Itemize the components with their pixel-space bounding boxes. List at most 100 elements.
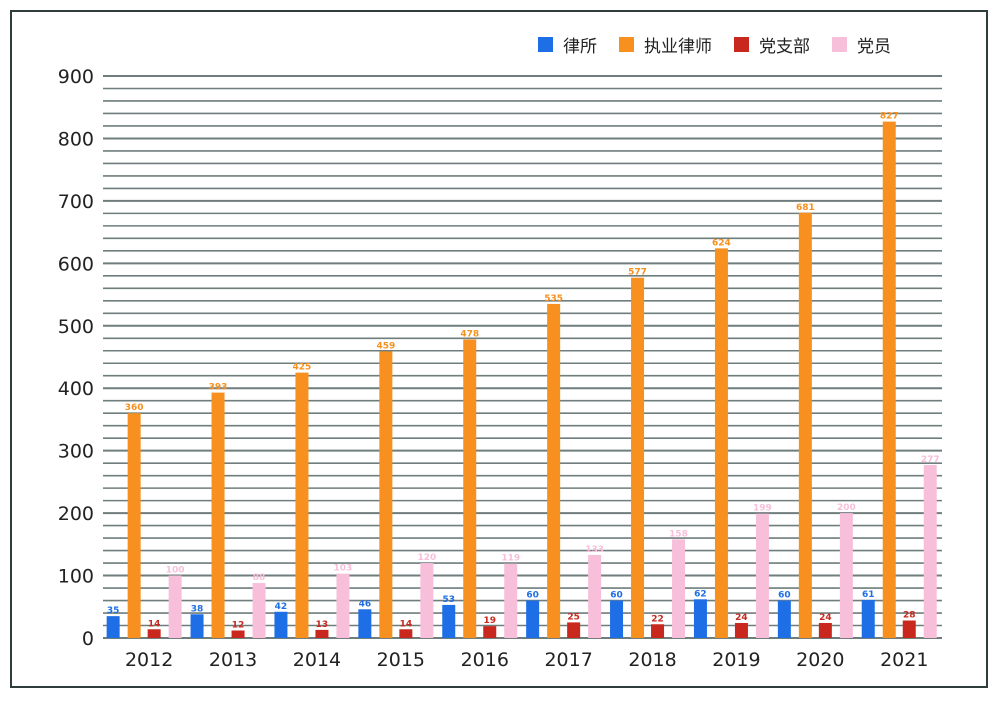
legend-label-law-firms: 律所 xyxy=(563,37,597,57)
x-tick-label: 2020 xyxy=(796,649,844,671)
legend-item-party-branches: 党支部 xyxy=(734,32,810,57)
data-label: 393 xyxy=(209,383,228,393)
bar xyxy=(420,563,434,638)
data-label: 120 xyxy=(417,553,436,563)
bar xyxy=(861,599,875,638)
bar xyxy=(547,303,561,638)
legend-swatch-practicing-lawyers xyxy=(619,37,634,52)
data-label: 53 xyxy=(442,595,455,605)
bar xyxy=(274,611,288,638)
data-label: 22 xyxy=(651,614,664,624)
legend-swatch-law-firms xyxy=(538,37,553,52)
bar xyxy=(693,599,707,638)
bar xyxy=(839,513,853,638)
data-label: 60 xyxy=(526,591,539,601)
y-tick-label: 500 xyxy=(58,316,94,338)
bar xyxy=(610,600,624,638)
x-tick-label: 2021 xyxy=(880,649,928,671)
chart-legend: 律所 执业律师 党支部 党员 xyxy=(538,32,913,57)
bar xyxy=(190,614,204,638)
bar xyxy=(168,575,182,638)
legend-item-law-firms: 律所 xyxy=(538,32,597,57)
legend-item-party-members: 党员 xyxy=(832,32,891,57)
bar xyxy=(588,554,602,638)
bar xyxy=(147,629,161,638)
data-label: 28 xyxy=(903,611,916,621)
data-label: 360 xyxy=(125,403,144,413)
legend-label-party-members: 党员 xyxy=(857,37,891,57)
data-label: 200 xyxy=(837,503,856,513)
data-label: 25 xyxy=(567,612,580,622)
x-tick-label: 2012 xyxy=(125,649,173,671)
data-label: 624 xyxy=(712,238,731,248)
bar xyxy=(734,623,748,638)
y-tick-label: 200 xyxy=(58,503,94,525)
x-tick-label: 2017 xyxy=(544,649,592,671)
bar xyxy=(336,573,350,638)
data-label: 35 xyxy=(107,606,120,616)
data-label: 19 xyxy=(483,616,496,626)
data-label: 38 xyxy=(191,604,204,614)
bar xyxy=(631,277,645,638)
y-tick-label: 900 xyxy=(58,66,94,88)
y-tick-label: 0 xyxy=(82,628,94,650)
legend-label-practicing-lawyers: 执业律师 xyxy=(644,37,712,57)
bar xyxy=(798,212,812,638)
data-label: 24 xyxy=(819,613,832,623)
data-label: 158 xyxy=(669,529,688,539)
bar xyxy=(379,351,393,638)
bar xyxy=(483,626,497,638)
x-tick-label: 2016 xyxy=(461,649,509,671)
data-label: 14 xyxy=(400,619,413,629)
legend-item-practicing-lawyers: 执业律师 xyxy=(619,32,712,57)
bar xyxy=(315,629,329,638)
y-tick-label: 400 xyxy=(58,378,94,400)
bar xyxy=(504,563,518,638)
data-label: 478 xyxy=(460,330,479,340)
bar xyxy=(252,583,266,638)
data-label: 535 xyxy=(544,294,563,304)
data-label: 577 xyxy=(628,268,647,278)
data-label: 13 xyxy=(316,620,329,630)
data-label: 827 xyxy=(880,112,899,122)
data-label: 425 xyxy=(293,363,312,373)
data-label: 60 xyxy=(778,591,791,601)
data-label: 459 xyxy=(376,341,395,351)
x-tick-label: 2013 xyxy=(209,649,257,671)
data-label: 119 xyxy=(501,554,520,564)
legend-swatch-party-branches xyxy=(734,37,749,52)
bar xyxy=(295,372,309,638)
x-tick-label: 2019 xyxy=(712,649,760,671)
bar xyxy=(777,600,791,638)
bar xyxy=(651,624,665,638)
data-label: 62 xyxy=(694,589,707,599)
data-label: 681 xyxy=(796,203,815,213)
bar xyxy=(127,413,141,638)
x-tick-label: 2015 xyxy=(377,649,425,671)
bar xyxy=(358,609,372,638)
data-label: 61 xyxy=(862,590,875,600)
bar xyxy=(882,121,896,638)
data-label: 14 xyxy=(148,619,161,629)
legend-swatch-party-members xyxy=(832,37,847,52)
bar xyxy=(231,630,245,638)
data-label: 46 xyxy=(359,599,372,609)
bar xyxy=(211,392,225,638)
bar xyxy=(672,539,686,638)
y-tick-label: 300 xyxy=(58,441,94,463)
y-tick-label: 700 xyxy=(58,191,94,213)
legend-label-party-branches: 党支部 xyxy=(759,37,810,57)
data-label: 103 xyxy=(334,564,353,574)
bar xyxy=(902,620,916,638)
x-tick-label: 2014 xyxy=(293,649,341,671)
data-label: 60 xyxy=(610,591,623,601)
bar xyxy=(399,629,413,638)
data-label: 42 xyxy=(275,602,288,612)
data-label: 24 xyxy=(735,613,748,623)
bar xyxy=(567,622,581,638)
data-label: 199 xyxy=(753,504,772,514)
bar xyxy=(755,513,769,638)
bar xyxy=(106,616,120,638)
bar xyxy=(442,604,456,638)
